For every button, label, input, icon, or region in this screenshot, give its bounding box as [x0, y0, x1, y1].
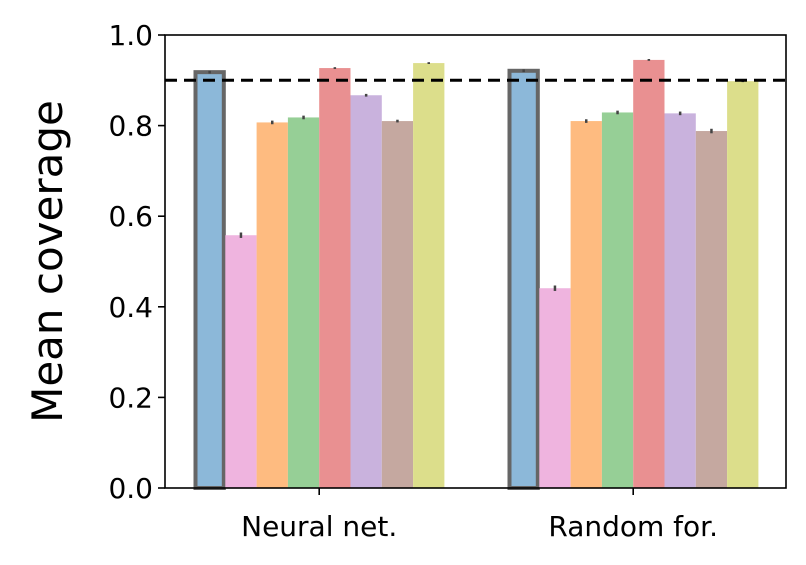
plot-frame [164, 34, 787, 489]
y-tick-label: 0.0 [108, 472, 153, 505]
bar [225, 235, 257, 488]
bar [601, 112, 634, 488]
error-bars-layer [208, 59, 744, 291]
bar [570, 121, 602, 488]
bar [633, 59, 665, 488]
bar [256, 122, 288, 488]
y-tick-label: 0.2 [108, 381, 153, 414]
bar [664, 113, 696, 488]
y-tick-label: 0.6 [108, 200, 153, 233]
y-axis-title: Mean coverage [23, 100, 72, 423]
bar [287, 117, 320, 489]
bar [695, 131, 728, 488]
bar [539, 288, 571, 488]
bar [193, 70, 226, 490]
bar [507, 68, 540, 491]
bar [413, 63, 445, 488]
y-tick-label: 0.4 [108, 291, 153, 324]
x-axis-ticks: Neural net. Random for. [241, 488, 718, 543]
bar [727, 81, 759, 489]
x-tick-label: Neural net. [241, 510, 397, 543]
y-tick-label: 1.0 [108, 19, 153, 52]
bar [381, 121, 414, 488]
bar [350, 95, 382, 489]
y-tick-label: 0.8 [108, 110, 153, 143]
x-tick-label: Random for. [548, 510, 718, 543]
bar [319, 68, 351, 488]
bars-layer [193, 59, 759, 491]
y-axis-ticks: 0.0 0.2 0.4 0.6 0.8 1.0 [108, 19, 165, 505]
